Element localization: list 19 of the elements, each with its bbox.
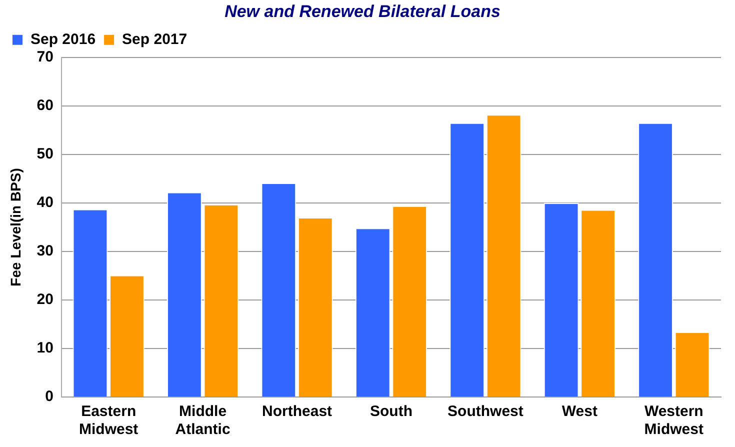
y-tick-label: 40 bbox=[36, 194, 54, 212]
x-tick-label: Middle Atlantic bbox=[175, 403, 230, 438]
x-tick-label: West bbox=[562, 403, 598, 420]
x-tick-label: Eastern Midwest bbox=[79, 403, 138, 438]
y-tick-label: 60 bbox=[36, 97, 54, 114]
y-tick-label: 20 bbox=[36, 291, 54, 308]
y-tick-label: 0 bbox=[45, 388, 54, 406]
y-tick-label: 10 bbox=[36, 340, 54, 357]
legend-label: Sep 2017 bbox=[122, 31, 188, 48]
legend-label: Sep 2016 bbox=[30, 31, 96, 48]
y-tick-label: 30 bbox=[36, 242, 54, 260]
x-tick-label: South bbox=[370, 403, 412, 420]
y-tick-label: 70 bbox=[36, 48, 54, 66]
x-tick-label: Southwest bbox=[448, 403, 524, 420]
chart-title: New and Renewed Bilateral Loans bbox=[224, 2, 500, 21]
y-axis-title: Fee Level(in BPS) bbox=[7, 168, 24, 286]
y-tick-label: 50 bbox=[36, 146, 54, 163]
x-tick-label: Northeast bbox=[262, 403, 332, 420]
x-tick-label: Western Midwest bbox=[644, 403, 704, 438]
